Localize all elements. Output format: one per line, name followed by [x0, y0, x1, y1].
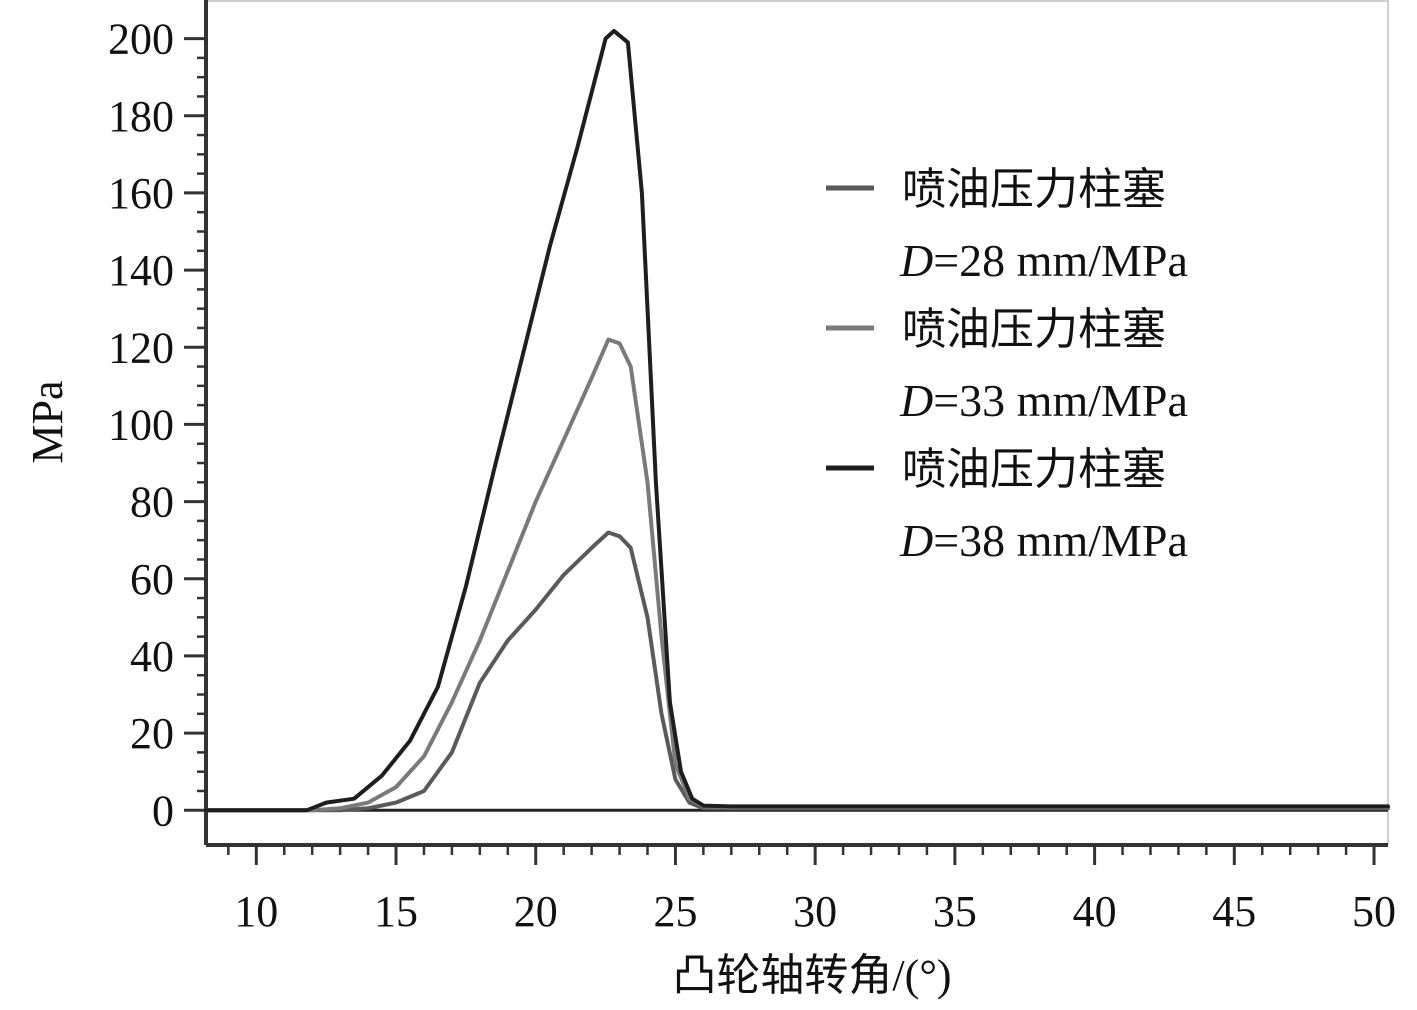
- y-tick-label: 80: [130, 478, 174, 527]
- series-line-2: [204, 337, 1390, 813]
- legend: 喷油压力柱塞 D=28 mm/MPa 喷油压力柱塞 D=33 mm/MPa 喷油压力柱塞…: [826, 164, 1188, 566]
- legend-label-1: 喷油压力柱塞: [902, 164, 1166, 215]
- legend-sublabel-2: D=33 mm/MPa: [899, 375, 1188, 426]
- y-tick-label: 20: [130, 709, 174, 758]
- x-tick-label: 35: [933, 887, 977, 936]
- y-axis-title: MPa: [23, 380, 72, 463]
- x-axis-title: 凸轮轴转角/(°): [672, 951, 951, 1000]
- legend-label-3: 喷油压力柱塞: [902, 444, 1166, 495]
- y-tick-label: 180: [108, 92, 174, 141]
- series-line-3: [204, 28, 1390, 813]
- y-axis-ticks: 0 20 40 60 80 100 120 140 160 180 200: [108, 15, 206, 835]
- y-tick-label: 200: [108, 15, 174, 64]
- x-axis-ticks: 10 15 20 25 30 35 40 45 50: [227, 845, 1396, 936]
- y-tick-label: 140: [108, 246, 174, 295]
- y-tick-label: 60: [130, 555, 174, 604]
- x-tick-label: 45: [1212, 887, 1256, 936]
- y-tick-label: 160: [108, 169, 174, 218]
- legend-sublabel-1: D=28 mm/MPa: [899, 235, 1188, 286]
- legend-sublabel-3: D=38 mm/MPa: [899, 515, 1188, 566]
- x-tick-label: 30: [793, 887, 837, 936]
- x-tick-label: 50: [1352, 887, 1396, 936]
- legend-label-2: 喷油压力柱塞: [902, 304, 1166, 355]
- series-line-1: [204, 530, 1390, 813]
- plot-frame: [204, 0, 1389, 847]
- y-tick-label: 0: [152, 786, 174, 835]
- series-layer: [204, 28, 1390, 813]
- y-tick-label: 120: [108, 323, 174, 372]
- x-tick-label: 40: [1073, 887, 1117, 936]
- y-tick-label: 40: [130, 632, 174, 681]
- x-tick-label: 20: [514, 887, 558, 936]
- y-tick-label: 100: [108, 400, 174, 449]
- x-tick-label: 10: [234, 887, 278, 936]
- x-tick-label: 25: [653, 887, 697, 936]
- x-tick-label: 15: [374, 887, 418, 936]
